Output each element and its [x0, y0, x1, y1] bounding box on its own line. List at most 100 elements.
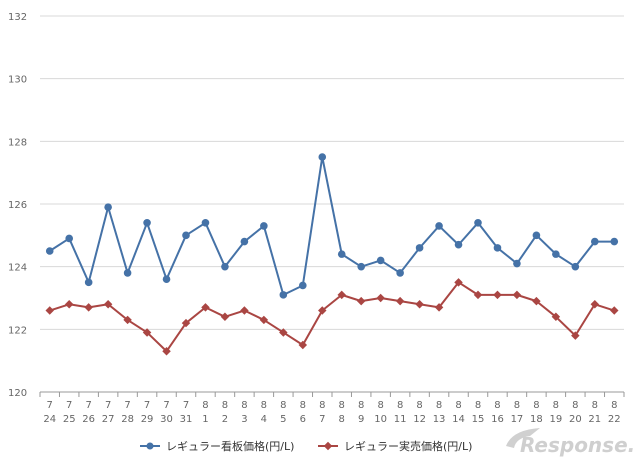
data-point-signboard [357, 262, 366, 271]
data-point-signboard [104, 203, 112, 211]
x-tick-day: 29 [141, 414, 154, 425]
x-tick-month: 8 [241, 400, 247, 411]
data-point-signboard [260, 222, 268, 230]
x-tick-day: 30 [160, 414, 173, 425]
data-point-signboard [513, 259, 521, 268]
x-tick-day: 16 [491, 414, 504, 425]
x-tick-day: 14 [452, 414, 465, 425]
data-point-actual [240, 306, 249, 315]
legend-label-actual: レギュラー実売価格(円/L) [344, 439, 472, 453]
series-lines [49, 156, 615, 353]
y-axis-ticks: 120 122 124 126 128 130 132 [8, 12, 27, 399]
data-point-signboard [123, 269, 132, 277]
data-point-signboard [318, 153, 327, 161]
x-tick-month: 8 [261, 400, 267, 411]
grid-lines [40, 15, 624, 393]
data-point-actual [162, 347, 171, 356]
x-tick-day: 1 [202, 414, 208, 425]
watermark-text: Response. [520, 433, 635, 457]
x-tick-day: 12 [413, 414, 426, 425]
legend-marker-signboard [146, 442, 154, 450]
x-tick-month: 8 [553, 400, 559, 411]
x-tick-month: 8 [514, 400, 520, 411]
data-point-signboard [84, 278, 93, 287]
data-point-actual [298, 340, 308, 350]
data-point-actual [181, 318, 191, 328]
data-point-signboard [396, 269, 404, 277]
x-tick-day: 2 [222, 414, 228, 425]
data-point-actual [123, 315, 132, 325]
x-tick-month: 8 [416, 400, 422, 411]
x-axis-ticks: 7247257267277287297307318182838485868788… [39, 392, 625, 425]
series-line-1 [49, 281, 615, 353]
x-tick-month: 8 [358, 400, 364, 411]
data-point-actual [279, 328, 288, 337]
x-tick-day: 28 [121, 414, 134, 425]
data-point-signboard [143, 219, 151, 227]
series-points [45, 153, 619, 356]
data-point-actual [201, 303, 210, 312]
data-point-signboard [201, 219, 210, 227]
data-point-signboard [415, 244, 424, 252]
series-line-0 [49, 156, 615, 296]
x-tick-day: 18 [530, 414, 543, 425]
x-tick-month: 8 [377, 400, 383, 411]
x-tick-day: 3 [241, 414, 247, 425]
x-tick-day: 24 [43, 414, 56, 425]
x-tick-day: 19 [549, 414, 562, 425]
data-point-actual [84, 303, 93, 312]
y-tick-label: 124 [8, 263, 27, 274]
data-point-actual [454, 278, 463, 287]
x-tick-day: 31 [180, 414, 193, 425]
x-tick-day: 5 [280, 414, 286, 425]
data-point-signboard [552, 250, 560, 258]
y-tick-label: 122 [8, 325, 27, 336]
data-point-actual [551, 312, 561, 322]
x-tick-day: 27 [102, 414, 115, 425]
data-point-actual [590, 300, 600, 309]
data-point-actual [610, 306, 619, 315]
x-tick-month: 8 [222, 400, 228, 411]
y-tick-label: 130 [8, 75, 27, 86]
data-point-actual [103, 300, 113, 309]
x-tick-month: 8 [572, 400, 578, 411]
x-tick-month: 8 [494, 400, 500, 411]
x-tick-month: 8 [592, 400, 598, 411]
x-tick-month: 7 [66, 400, 72, 411]
y-tick-label: 132 [8, 12, 27, 23]
data-point-actual [571, 331, 580, 340]
data-point-signboard [65, 234, 73, 243]
data-point-signboard [337, 250, 346, 258]
legend-label-signboard: レギュラー看板価格(円/L) [166, 439, 294, 453]
data-point-actual [142, 328, 152, 337]
data-point-actual [415, 300, 424, 309]
data-point-signboard [591, 237, 599, 246]
data-point-signboard [532, 231, 541, 240]
x-tick-day: 21 [588, 414, 601, 425]
data-point-actual [376, 293, 385, 303]
data-point-actual [259, 315, 269, 325]
x-tick-month: 8 [319, 400, 325, 411]
x-tick-day: 11 [394, 414, 407, 425]
x-tick-day: 22 [608, 414, 621, 425]
data-point-signboard [454, 240, 463, 249]
x-tick-day: 17 [511, 414, 524, 425]
x-tick-month: 7 [163, 400, 169, 411]
y-tick-label: 120 [8, 388, 27, 399]
data-point-actual [337, 290, 346, 300]
x-tick-day: 7 [319, 414, 325, 425]
x-tick-month: 7 [183, 400, 189, 411]
x-tick-month: 8 [436, 400, 442, 411]
legend: レギュラー看板価格(円/L) レギュラー実売価格(円/L) [140, 439, 472, 453]
data-point-actual [493, 290, 502, 300]
legend-marker-actual [323, 441, 333, 451]
data-point-actual [318, 306, 327, 315]
x-tick-month: 7 [47, 400, 53, 411]
data-point-actual [64, 300, 74, 309]
x-tick-month: 8 [611, 400, 617, 411]
x-tick-month: 8 [533, 400, 539, 411]
x-tick-month: 7 [144, 400, 150, 411]
data-point-actual [220, 312, 230, 322]
x-tick-day: 4 [261, 414, 267, 425]
